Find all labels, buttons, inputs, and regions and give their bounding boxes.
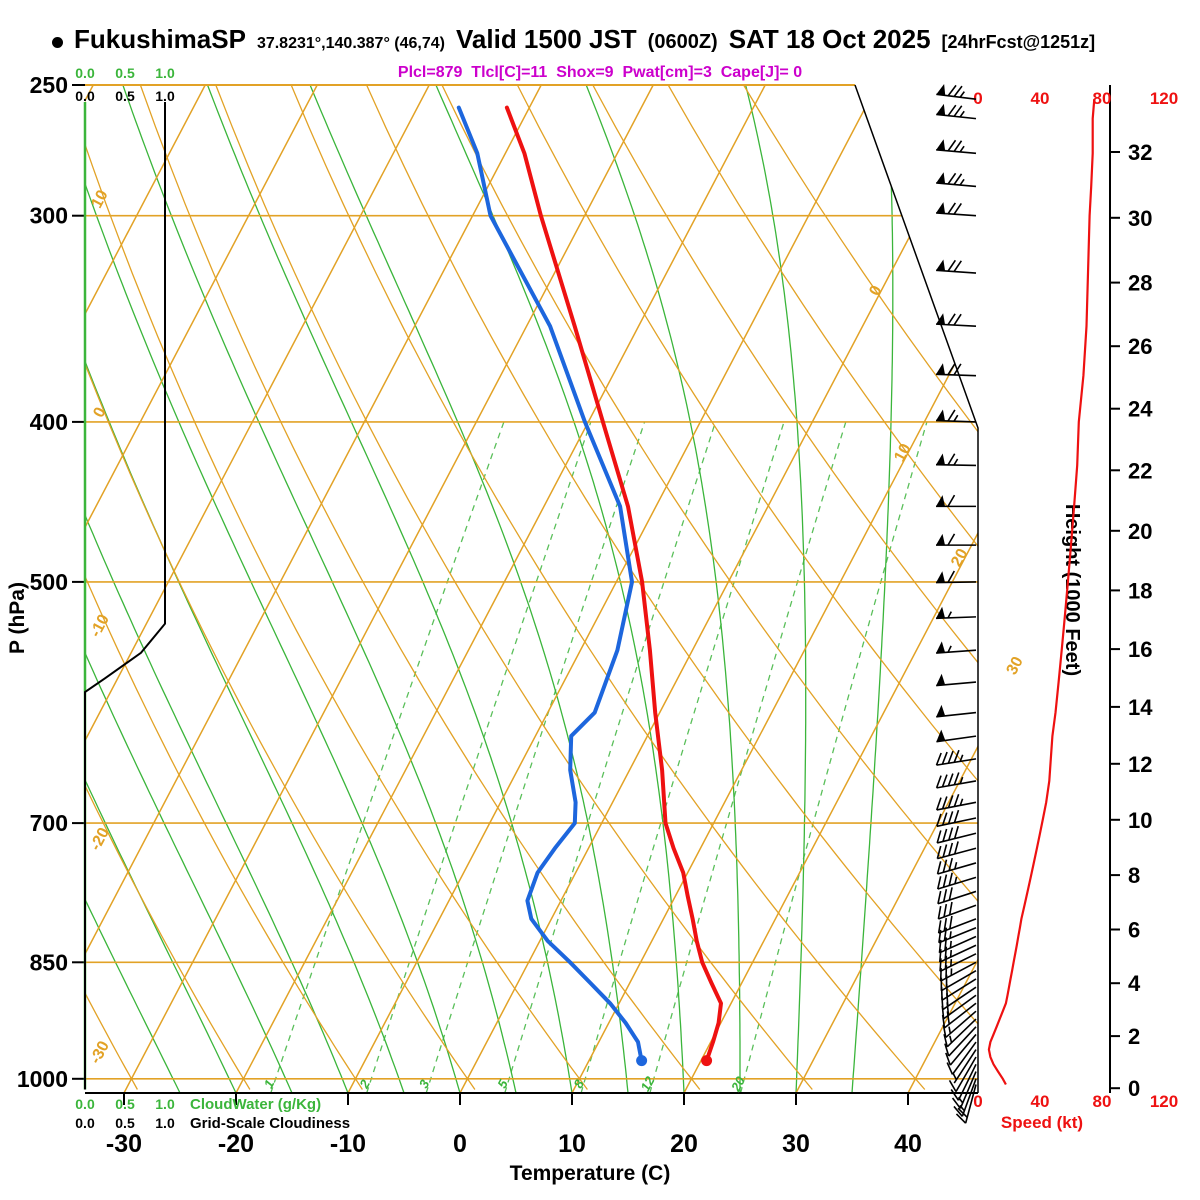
svg-text:40: 40 bbox=[894, 1130, 922, 1158]
svg-text:2: 2 bbox=[1128, 1024, 1140, 1049]
mixing-ratio-labels: 1 2 3 5 8 12 20 bbox=[261, 1073, 749, 1094]
svg-text:10: 10 bbox=[88, 187, 111, 211]
svg-text:CloudWater (g/Kg): CloudWater (g/Kg) bbox=[190, 1096, 321, 1113]
svg-text:-30: -30 bbox=[106, 1130, 142, 1158]
svg-text:P (hPa): P (hPa) bbox=[6, 582, 29, 654]
svg-text:80: 80 bbox=[1093, 1092, 1112, 1111]
station-coords: 37.8231°,140.387° (46,74) bbox=[256, 35, 445, 52]
svg-text:20: 20 bbox=[948, 546, 971, 570]
svg-text:120: 120 bbox=[1150, 1092, 1178, 1111]
svg-text:0: 0 bbox=[866, 283, 885, 299]
svg-text:400: 400 bbox=[30, 409, 68, 435]
svg-text:14: 14 bbox=[1128, 695, 1153, 720]
svg-text:24: 24 bbox=[1128, 397, 1153, 422]
svg-text:10: 10 bbox=[891, 441, 914, 465]
svg-text:-10: -10 bbox=[330, 1130, 366, 1158]
svg-text:40: 40 bbox=[1031, 89, 1050, 108]
svg-text:300: 300 bbox=[30, 203, 68, 229]
forecast-tag: [24hrFcst@1251z] bbox=[941, 32, 1096, 52]
speed-profile bbox=[987, 99, 1096, 1086]
svg-text:500: 500 bbox=[30, 569, 68, 595]
svg-text:0.0: 0.0 bbox=[75, 1096, 95, 1112]
svg-text:-20: -20 bbox=[87, 825, 113, 853]
station-bullet-icon bbox=[52, 37, 63, 48]
wind-barbs bbox=[935, 83, 977, 1124]
svg-text:0.5: 0.5 bbox=[115, 65, 135, 81]
svg-text:0.0: 0.0 bbox=[75, 88, 95, 104]
svg-text:0.0: 0.0 bbox=[75, 65, 95, 81]
svg-text:28: 28 bbox=[1128, 271, 1152, 296]
valid-time-utc: (0600Z) bbox=[647, 31, 718, 53]
svg-text:-30: -30 bbox=[87, 1038, 113, 1066]
svg-text:700: 700 bbox=[30, 810, 68, 836]
svg-text:6: 6 bbox=[1128, 918, 1140, 943]
svg-text:18: 18 bbox=[1128, 578, 1152, 603]
svg-text:Height (1000 Feet): Height (1000 Feet) bbox=[1061, 504, 1083, 676]
svg-text:10: 10 bbox=[558, 1130, 586, 1158]
svg-text:120: 120 bbox=[1150, 89, 1178, 108]
svg-text:4: 4 bbox=[1128, 971, 1141, 996]
svg-text:0.5: 0.5 bbox=[115, 88, 135, 104]
svg-text:1000: 1000 bbox=[17, 1066, 68, 1092]
svg-text:40: 40 bbox=[1031, 1092, 1050, 1111]
chart-header: FukushimaSP 37.8231°,140.387° (46,74) Va… bbox=[52, 24, 1095, 55]
svg-text:-10: -10 bbox=[87, 612, 113, 640]
station-name: FukushimaSP bbox=[74, 24, 246, 54]
valid-date: SAT 18 Oct 2025 bbox=[728, 24, 931, 54]
profiles bbox=[83, 102, 723, 1090]
svg-text:1.0: 1.0 bbox=[155, 88, 175, 104]
svg-text:12: 12 bbox=[637, 1073, 657, 1093]
svg-text:30: 30 bbox=[1128, 206, 1152, 231]
svg-text:0.5: 0.5 bbox=[115, 1115, 135, 1131]
svg-text:Speed (kt): Speed (kt) bbox=[1001, 1113, 1083, 1132]
svg-text:22: 22 bbox=[1128, 458, 1152, 483]
svg-text:Grid-Scale Cloudiness: Grid-Scale Cloudiness bbox=[190, 1115, 350, 1132]
svg-text:16: 16 bbox=[1128, 637, 1152, 662]
svg-text:250: 250 bbox=[30, 72, 68, 98]
cloud-scale-labels: 0.0 0.0 0.0 0.0 0.5 0.5 0.5 0.5 1.0 1.0 1.0 1.0 Clou… bbox=[75, 65, 350, 1132]
svg-text:-20: -20 bbox=[218, 1130, 254, 1158]
svg-text:20: 20 bbox=[1128, 519, 1152, 544]
skewt-grid bbox=[85, 85, 978, 1093]
stability-params: Plcl=879 Tlcl[C]=11 Shox=9 Pwat[cm]=3 Ca… bbox=[397, 64, 803, 81]
svg-text:30: 30 bbox=[782, 1130, 810, 1158]
svg-text:32: 32 bbox=[1128, 140, 1152, 165]
svg-text:0.5: 0.5 bbox=[115, 1096, 135, 1112]
svg-text:80: 80 bbox=[1093, 89, 1112, 108]
svg-text:8: 8 bbox=[1128, 863, 1140, 888]
svg-text:0: 0 bbox=[973, 89, 982, 108]
svg-text:0.0: 0.0 bbox=[75, 1115, 95, 1131]
svg-text:10: 10 bbox=[1128, 808, 1152, 833]
svg-text:0: 0 bbox=[973, 1092, 982, 1111]
svg-text:0: 0 bbox=[1128, 1076, 1140, 1101]
svg-text:1.0: 1.0 bbox=[155, 1096, 175, 1112]
svg-text:26: 26 bbox=[1128, 334, 1152, 359]
svg-text:850: 850 bbox=[30, 949, 68, 975]
svg-text:30: 30 bbox=[1003, 654, 1026, 678]
svg-text:20: 20 bbox=[728, 1073, 749, 1094]
svg-text:1.0: 1.0 bbox=[155, 65, 175, 81]
svg-text:12: 12 bbox=[1128, 752, 1152, 777]
svg-text:Temperature (C): Temperature (C) bbox=[510, 1162, 671, 1185]
valid-time: Valid 1500 JST bbox=[456, 24, 637, 54]
svg-text:20: 20 bbox=[670, 1130, 698, 1158]
svg-text:1.0: 1.0 bbox=[155, 1115, 175, 1131]
svg-text:0: 0 bbox=[453, 1130, 467, 1158]
